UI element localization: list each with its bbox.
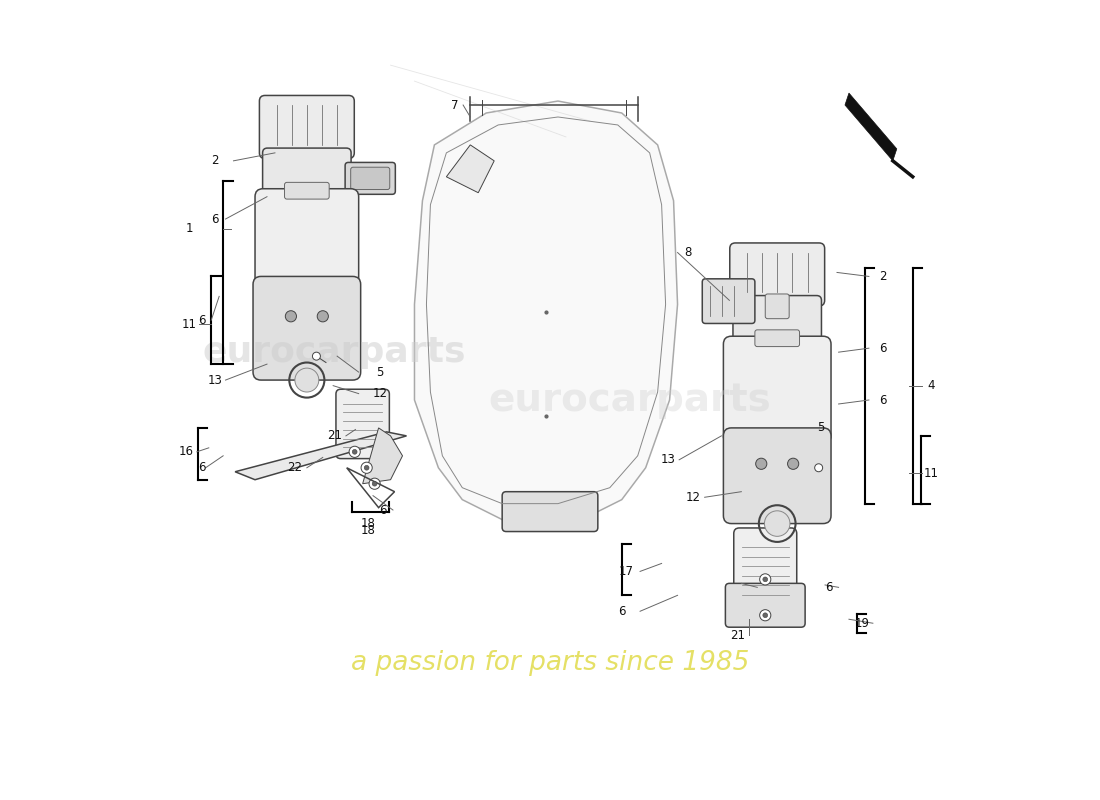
Circle shape	[763, 577, 768, 582]
Polygon shape	[415, 101, 678, 527]
Text: 6: 6	[825, 581, 833, 594]
Circle shape	[285, 310, 297, 322]
FancyBboxPatch shape	[733, 295, 822, 349]
Circle shape	[312, 352, 320, 360]
FancyBboxPatch shape	[285, 182, 329, 199]
Circle shape	[760, 610, 771, 621]
Text: 17: 17	[619, 565, 634, 578]
Text: 21: 21	[328, 430, 342, 442]
Text: 11: 11	[924, 467, 938, 480]
Circle shape	[756, 458, 767, 470]
Text: 1: 1	[186, 222, 194, 235]
FancyBboxPatch shape	[503, 492, 597, 531]
Polygon shape	[447, 145, 494, 193]
Text: 6: 6	[198, 462, 206, 474]
FancyBboxPatch shape	[336, 390, 389, 458]
FancyBboxPatch shape	[253, 277, 361, 380]
Circle shape	[295, 368, 319, 392]
Circle shape	[317, 310, 329, 322]
Circle shape	[760, 574, 771, 585]
Text: 21: 21	[729, 629, 745, 642]
FancyBboxPatch shape	[255, 189, 359, 292]
Text: 2: 2	[211, 154, 219, 167]
Text: eurocarparts: eurocarparts	[204, 335, 466, 369]
Circle shape	[372, 482, 377, 486]
Circle shape	[815, 464, 823, 472]
Text: 18: 18	[361, 524, 376, 538]
Text: 19: 19	[855, 617, 870, 630]
Text: 7: 7	[451, 98, 458, 111]
Text: 6: 6	[378, 503, 386, 517]
Text: 4: 4	[927, 379, 935, 392]
Text: 2: 2	[880, 270, 887, 283]
Text: 12: 12	[373, 387, 387, 400]
Polygon shape	[235, 432, 407, 480]
Text: 11: 11	[183, 318, 197, 330]
Polygon shape	[845, 93, 896, 161]
Text: 22: 22	[287, 462, 303, 474]
Text: eurocarparts: eurocarparts	[488, 381, 771, 419]
FancyBboxPatch shape	[734, 528, 796, 607]
Circle shape	[788, 458, 799, 470]
Text: 13: 13	[661, 454, 675, 466]
FancyBboxPatch shape	[724, 336, 830, 444]
Text: 8: 8	[684, 246, 692, 259]
Text: 6: 6	[880, 342, 887, 354]
FancyBboxPatch shape	[725, 583, 805, 627]
Text: 12: 12	[686, 490, 701, 504]
FancyBboxPatch shape	[260, 95, 354, 158]
Text: 13: 13	[208, 374, 222, 386]
FancyBboxPatch shape	[702, 279, 755, 323]
Circle shape	[368, 478, 381, 490]
Text: 6: 6	[618, 605, 626, 618]
Text: a passion for parts since 1985: a passion for parts since 1985	[351, 650, 749, 676]
Circle shape	[361, 462, 372, 474]
Text: 6: 6	[880, 394, 887, 406]
FancyBboxPatch shape	[766, 294, 789, 318]
FancyBboxPatch shape	[729, 243, 825, 306]
FancyBboxPatch shape	[345, 162, 395, 194]
Circle shape	[352, 450, 358, 454]
Text: 5: 5	[376, 366, 384, 378]
Text: 6: 6	[211, 213, 219, 226]
Text: 16: 16	[179, 446, 194, 458]
FancyBboxPatch shape	[724, 428, 830, 523]
Circle shape	[364, 466, 368, 470]
Circle shape	[349, 446, 361, 458]
Circle shape	[763, 613, 768, 618]
Text: 18: 18	[361, 517, 376, 530]
Text: 6: 6	[198, 314, 206, 326]
FancyBboxPatch shape	[263, 148, 351, 202]
FancyBboxPatch shape	[755, 330, 800, 346]
FancyBboxPatch shape	[351, 167, 389, 190]
Polygon shape	[363, 428, 403, 484]
Text: 5: 5	[817, 422, 825, 434]
Circle shape	[764, 511, 790, 536]
